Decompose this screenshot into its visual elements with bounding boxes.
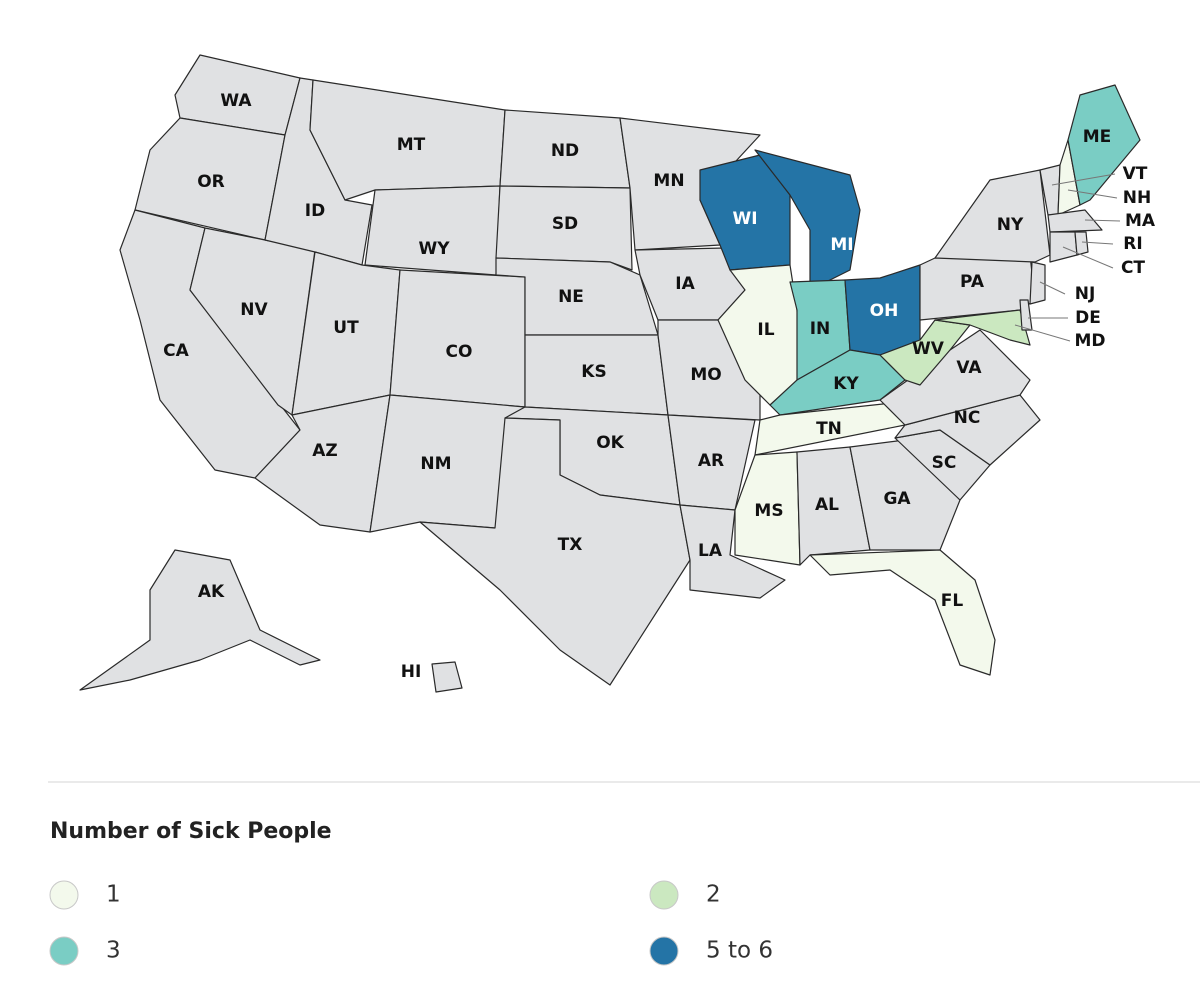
state-label: AZ (312, 441, 337, 461)
state (679, 504, 786, 599)
leader-line (1014, 324, 1071, 342)
state-label: PA (960, 272, 985, 292)
state-label: CO (446, 342, 473, 362)
state-label: MI (830, 235, 853, 255)
state-label: FL (941, 591, 964, 611)
state-label: WA (220, 91, 252, 111)
state-label: SC (932, 453, 957, 473)
state-label: TN (816, 419, 842, 439)
state (364, 185, 501, 276)
leader-line (1051, 173, 1116, 186)
legend-swatch (49, 936, 79, 966)
state-label: DE (1075, 308, 1101, 328)
state-label: MO (690, 365, 721, 385)
state (1029, 261, 1046, 305)
state-label: ID (305, 201, 325, 221)
leader-line (1039, 281, 1066, 295)
state-label: IN (810, 319, 831, 339)
state (879, 319, 971, 386)
state (809, 549, 996, 676)
state (796, 446, 871, 566)
legend-swatch (649, 880, 679, 910)
state-label: TX (558, 535, 583, 555)
state-label: AR (698, 451, 724, 471)
state-label: OK (596, 433, 624, 453)
state (1047, 209, 1103, 233)
state (934, 169, 1051, 263)
state-label: ME (1083, 127, 1112, 147)
state-label: SD (552, 214, 578, 234)
state-label: WY (418, 239, 450, 259)
state-label: AL (815, 495, 839, 515)
legend-label: 3 (106, 938, 121, 964)
state (1074, 231, 1089, 256)
state-label: OR (197, 172, 225, 192)
state-label: NV (240, 300, 268, 320)
leader-line (1067, 189, 1118, 199)
legend-label: 2 (706, 882, 721, 908)
state-label: CA (163, 341, 189, 361)
state-label: GA (883, 489, 911, 509)
state-label: OH (870, 301, 899, 321)
state-label: NJ (1075, 284, 1096, 304)
state (431, 661, 463, 693)
state-label: MT (397, 135, 426, 155)
state (849, 439, 961, 551)
state-label: NM (420, 454, 451, 474)
state-label: VT (1123, 164, 1148, 184)
state-label: HI (401, 662, 422, 682)
legend-title: Number of Sick People (50, 819, 332, 844)
state-label: RI (1123, 234, 1142, 254)
state (495, 185, 633, 271)
legend-label: 5 to 6 (706, 938, 773, 964)
state (419, 417, 691, 686)
state-label: KS (581, 362, 606, 382)
state-label: NY (997, 215, 1024, 235)
legend-swatch (49, 880, 79, 910)
legend-swatch (649, 936, 679, 966)
state (734, 451, 801, 566)
state-label: CT (1121, 258, 1145, 278)
legend-label: 1 (106, 882, 121, 908)
leader-line (1084, 219, 1121, 222)
state-label: MS (754, 501, 783, 521)
state-label: AK (198, 582, 225, 602)
leader-line (1081, 241, 1114, 245)
leader-line (1062, 246, 1114, 269)
state-label: IA (675, 274, 695, 294)
state-label: IL (757, 320, 774, 340)
state-label: NH (1123, 188, 1151, 208)
state-label: KY (833, 374, 859, 394)
state-label: VA (956, 358, 982, 378)
state-label: WV (912, 339, 945, 359)
state (934, 309, 1031, 346)
state-label: NE (558, 287, 584, 307)
state-label: ND (551, 141, 579, 161)
state (389, 269, 526, 408)
state-label: MN (653, 171, 684, 191)
state-label: MD (1074, 331, 1105, 351)
state-label: LA (698, 541, 723, 561)
state-label: WI (732, 209, 757, 229)
state (79, 549, 321, 691)
state-label: NC (954, 408, 981, 428)
state (1067, 84, 1141, 206)
state (134, 117, 286, 241)
state-label: UT (333, 318, 359, 338)
state-label: MA (1125, 211, 1156, 231)
